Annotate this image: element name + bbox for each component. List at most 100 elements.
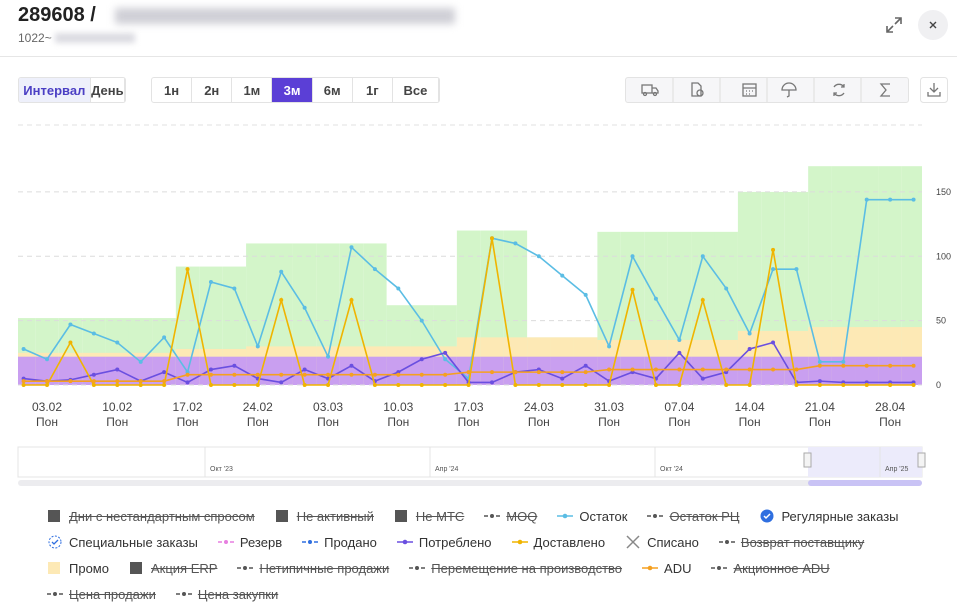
legend-icon [396,539,413,545]
legend-item[interactable]: Не активный [275,507,374,525]
legend-item[interactable]: Потреблено [396,533,492,551]
range-button[interactable]: 1н [152,78,193,102]
data-point [490,380,494,385]
legend-item[interactable]: Резерв [217,533,283,551]
legend-item[interactable]: Списано [625,533,699,551]
data-point [326,383,331,387]
legend-item[interactable]: Регулярные заказы [759,507,899,525]
data-point [138,383,143,387]
legend-item[interactable]: Нетипичные продажи [237,559,389,577]
x-weekday-label: Пон [106,415,128,429]
data-point [45,357,50,362]
legend-icon [217,540,234,544]
download-button[interactable] [920,77,948,103]
x-tick-label: 17.03 [454,400,484,414]
legend-label: Акция ERP [150,560,218,576]
legend-item[interactable]: Не МТС [394,507,464,525]
legend-item[interactable]: Цена закупки [175,585,278,603]
tool-icons[interactable] [626,78,908,102]
legend-item[interactable]: Цена продажи [47,585,156,603]
legend-label: Продано [324,534,377,550]
data-point [583,363,588,368]
band [35,356,59,385]
legend-icon [394,510,407,522]
legend-icon [275,510,288,522]
legend-icon [409,566,426,570]
mode-button[interactable]: Интервал [19,78,91,102]
legend-label: Списано [647,534,699,550]
data-point [208,372,213,377]
data-point [794,383,799,387]
legend-item[interactable]: Промо [47,559,109,577]
data-point [419,383,424,387]
x-tick-label: 03.03 [313,400,343,414]
data-point [115,379,120,384]
legend-icon [129,562,142,574]
range-button[interactable]: 3м [272,78,313,102]
data-point [747,346,752,351]
legend-icon [642,565,659,571]
legend-icon [718,540,735,544]
data-point [443,350,448,355]
band [878,356,902,385]
range-button[interactable]: 1м [232,78,273,102]
data-point [724,383,729,387]
legend-item[interactable]: Специальные заказы [47,533,198,551]
data-point [677,337,682,342]
legend-item[interactable]: Остаток [557,507,627,525]
blurred-code [55,33,135,43]
data-point [279,269,284,274]
data-point [162,335,167,340]
legend-item[interactable]: Акция ERP [129,559,217,577]
data-point [419,372,424,377]
data-point [302,372,307,377]
data-point [115,383,120,387]
data-point [817,383,822,387]
legend-icon [511,539,528,545]
data-point [349,363,354,368]
data-point [536,254,541,259]
legend-icon [48,562,60,574]
range-button[interactable]: 6м [313,78,353,102]
legend-item[interactable]: Дни с нестандартным спросом [47,507,255,525]
data-point [771,340,776,345]
navigator-label: Апр '24 [435,466,459,473]
data-point [794,267,799,272]
data-point [911,363,916,368]
legend-icon [47,592,63,596]
data-point [466,383,471,387]
data-point [396,286,401,291]
range-button[interactable]: 2н [192,78,233,102]
legend-item[interactable]: Продано [302,533,377,551]
x-tick-label: 10.03 [383,400,413,414]
mode-button[interactable]: День [91,78,125,102]
legend-item[interactable]: Доставлено [511,533,605,551]
legend-item[interactable]: MOQ [484,507,537,525]
subtitle: 1022~ [18,31,52,45]
x-weekday-label: Пон [247,415,269,429]
band [82,356,106,385]
legend-item[interactable]: Акционное ADU [711,559,830,577]
legend-item[interactable]: Остаток РЦ [647,507,739,525]
x-weekday-label: Пон [739,415,761,429]
x-tick-label: 24.02 [243,400,273,414]
band [246,356,270,385]
legend-icon [557,513,574,519]
data-point [326,354,331,359]
band [901,356,922,385]
legend-item[interactable]: Возврат поставщику [718,533,864,551]
data-point [162,370,167,375]
legend-label: Резерв [239,534,283,550]
expand-button[interactable] [884,15,904,35]
data-point [396,383,401,387]
range-button[interactable]: 1г [353,78,393,102]
legend-item[interactable]: ADU [642,559,691,577]
band [339,356,364,385]
legend-icon [237,566,254,570]
data-point [21,383,26,387]
range-button[interactable]: Все [393,78,439,102]
close-button[interactable] [918,10,948,40]
navigator-label: Апр '25 [885,466,909,473]
legend-item[interactable]: Перемещение на производство [409,559,622,577]
